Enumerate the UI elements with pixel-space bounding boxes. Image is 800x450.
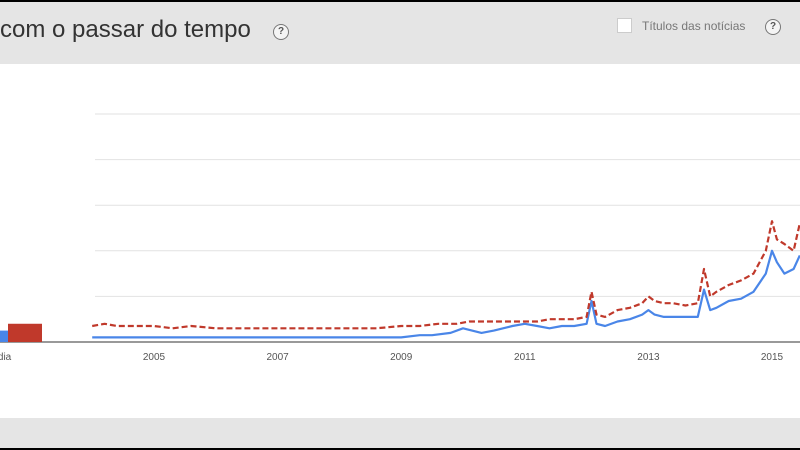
series-line [92,220,800,330]
news-headlines-toggle[interactable]: Títulos das notícias [617,18,745,33]
average-bar [8,323,42,342]
x-tick-label: 2005 [143,352,166,363]
x-tick-label: 2015 [761,352,784,363]
interest-chart: Média 2005 2007 2009 2011 2013 2015 [0,113,800,363]
news-help-icon[interactable]: ? [765,19,781,35]
panel-footer [0,418,800,448]
x-tick-label: 2011 [514,352,536,363]
news-headlines-label: Títulos das notícias [642,18,746,33]
chart-gridlines [0,113,800,343]
title-help-icon[interactable]: ? [273,24,289,40]
panel-title: com o passar do tempo [0,16,251,43]
x-tick-label: 2013 [637,352,660,363]
average-label: Média [0,352,12,363]
average-bars: Média [0,323,42,363]
news-headlines-checkbox[interactable] [617,18,632,33]
series-lines [92,220,800,339]
series-line [92,249,800,339]
x-tick-label: 2009 [390,352,413,363]
x-tick-label: 2007 [266,352,289,363]
x-tick-labels: 2005 2007 2009 2011 2013 2015 [143,352,784,363]
panel-header: com o passar do tempo ? Títulos das notí… [0,2,800,64]
